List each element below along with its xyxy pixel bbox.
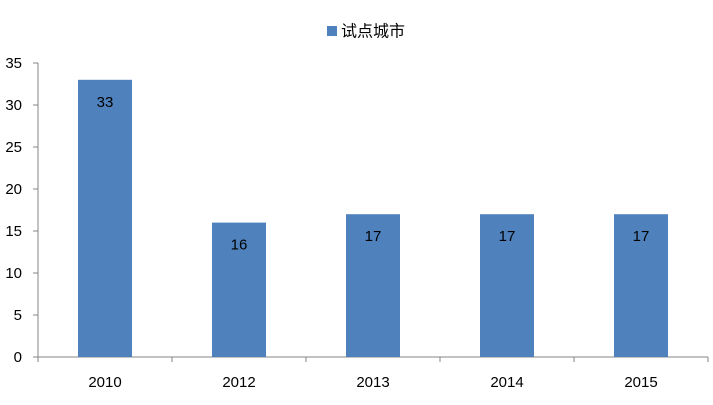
x-tick-label: 2015 [624,374,657,391]
y-tick-label: 5 [14,307,22,324]
y-tick-label: 30 [5,97,22,114]
bars [78,79,668,358]
bar [480,214,534,357]
data-label: 17 [365,228,382,245]
bar [346,214,400,357]
legend: 试点城市 [327,22,405,41]
data-label: 33 [97,94,114,111]
y-tick-label: 25 [5,139,22,156]
data-label: 17 [499,228,516,245]
data-labels: 33 16 17 17 17 [97,94,650,254]
axes: 0 5 10 15 20 25 30 35 2010 2012 2013 2014 2015 [5,55,709,391]
legend-label: 试点城市 [341,22,405,41]
y-tick-label: 10 [5,265,22,282]
legend-swatch [327,26,337,36]
bar [78,79,132,358]
bar [614,214,668,357]
y-tick-label: 15 [5,223,22,240]
x-tick-label: 2014 [490,374,523,391]
y-tick-label: 20 [5,181,22,198]
x-tick-label: 2013 [356,374,389,391]
bar [212,222,266,357]
x-tick-label: 2012 [222,374,255,391]
y-tick-label: 0 [14,349,22,366]
data-label: 16 [231,237,248,254]
data-label: 17 [633,228,650,245]
x-tick-label: 2010 [88,374,121,391]
y-tick-label: 35 [5,55,22,72]
